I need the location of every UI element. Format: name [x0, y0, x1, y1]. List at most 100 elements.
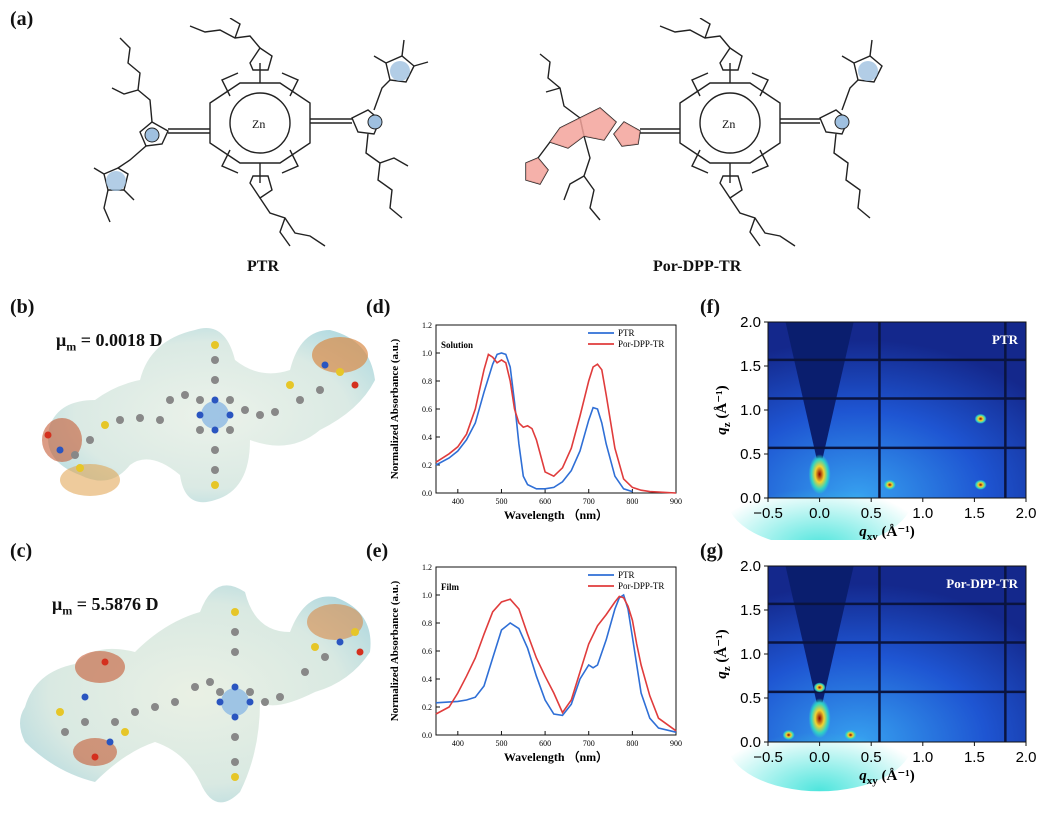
- y-tick-label: 0.8: [422, 619, 432, 628]
- y-axis-label: Normalized Absorbance (a.u.): [389, 338, 401, 479]
- series-line-ptr: [435, 593, 677, 733]
- y-tick-label: 0.2: [422, 461, 432, 470]
- series-line-por-dpp-tr: [435, 353, 677, 494]
- chart-annotation: Film: [441, 582, 459, 592]
- plot-frame: [435, 324, 677, 494]
- x-tick-label: 600: [539, 739, 551, 748]
- x-tick-label: −0.5: [753, 749, 783, 766]
- x-tick-label: 500: [495, 739, 507, 748]
- panel-label-b: (b): [10, 296, 35, 318]
- por-dpp-tr-structure-drawing: Zn: [525, 18, 883, 247]
- x-tick-label: 900: [670, 739, 682, 748]
- y-axis-label: Normalized Absorbance (a.u.): [389, 580, 401, 721]
- y-axis-label: qz (Å⁻¹): [714, 385, 733, 434]
- axis-label-unit: (Å⁻¹): [714, 385, 730, 422]
- y-tick-label: 0.2: [422, 703, 432, 712]
- x-tick-label: 2.0: [1016, 749, 1037, 766]
- y-tick-label: 0.4: [422, 433, 432, 442]
- y-tick-label: 0.0: [422, 731, 432, 740]
- x-tick-label: 500: [495, 497, 507, 506]
- dipole-value: = 5.5876 D: [76, 594, 159, 614]
- y-tick-label: 0.5: [740, 446, 761, 463]
- x-tick-label: 0.5: [861, 505, 882, 522]
- y-tick-label: 0.0: [422, 489, 432, 498]
- legend-label: PTR: [618, 328, 635, 338]
- panel-label-d: (d): [366, 296, 391, 318]
- y-tick-label: 2.0: [740, 558, 761, 575]
- specular-peak: [808, 454, 831, 495]
- x-tick-label: 0.5: [861, 749, 882, 766]
- diffraction-spot: [974, 413, 987, 424]
- absorbance-chart-solution: 400 500 600 700 800 900 0.0 0.2 0.4 0.6 0.8 1.0 1.2 P…: [389, 321, 682, 522]
- ptr-structure-drawing: Zn: [93, 18, 429, 247]
- axis-label-unit: (Å⁻¹): [878, 768, 915, 784]
- y-tick-label: 1.0: [422, 591, 432, 600]
- diffraction-spot: [844, 729, 857, 740]
- x-tick-label: 0.0: [809, 749, 830, 766]
- dipole-mu-subscript: m: [66, 339, 77, 354]
- x-tick-label: 700: [583, 739, 595, 748]
- x-tick-label: 700: [583, 497, 595, 506]
- y-tick-label: 1.5: [740, 602, 761, 619]
- axis-label-sub: xy: [867, 531, 879, 540]
- por-dpp-tr-name: Por-DPP-TR: [653, 258, 742, 275]
- specular-peak: [808, 698, 831, 739]
- x-tick-label: 900: [670, 497, 682, 506]
- y-tick-label: 0.5: [740, 690, 761, 707]
- x-tick-label: 800: [626, 497, 638, 506]
- y-tick-label: 1.0: [740, 646, 761, 663]
- y-tick-label: 1.2: [422, 321, 432, 330]
- x-tick-label: 2.0: [1016, 505, 1037, 522]
- panel-label-f: (f): [700, 296, 720, 318]
- x-axis-label: qxy (Å⁻¹): [859, 768, 915, 787]
- y-tick-label: 0.8: [422, 377, 432, 386]
- chart-annotation: Solution: [441, 340, 473, 350]
- esp-map-ptr: [42, 328, 375, 503]
- axis-label-sub: z: [721, 422, 733, 427]
- esp-map-por-dpp-tr: [20, 585, 371, 803]
- series-line-por-dpp-tr: [435, 595, 677, 732]
- axis-label-sub: xy: [867, 775, 879, 787]
- plot-frame: [435, 566, 677, 736]
- y-tick-label: 0.0: [740, 734, 761, 751]
- missing-wedge: [785, 322, 854, 459]
- legend-label: Por-DPP-TR: [618, 581, 664, 591]
- giwaxs-map-ptr: −0.5 0.0 0.5 1.0 1.5 2.00.00.51.01.52.0PTRqxy…: [714, 314, 1037, 540]
- axis-label-unit: (Å⁻¹): [878, 524, 915, 540]
- panel-label-a: (a): [10, 8, 34, 30]
- diffraction-spot: [883, 479, 896, 490]
- x-tick-label: 1.5: [964, 505, 985, 522]
- missing-wedge: [785, 566, 854, 703]
- axis-label-q: q: [859, 768, 867, 784]
- y-tick-label: 1.0: [740, 402, 761, 419]
- x-tick-label: 600: [539, 497, 551, 506]
- por-dpp-tr-zn-label: Zn: [722, 117, 735, 131]
- y-tick-label: 2.0: [740, 314, 761, 331]
- dipole-mu-symbol: μ: [52, 594, 63, 614]
- absorbance-chart-film: 400 500 600 700 800 900 0.0 0.2 0.4 0.6 0.8 1.0 1.2 P…: [389, 563, 682, 764]
- map-title: PTR: [992, 332, 1019, 347]
- map-title: Por-DPP-TR: [946, 576, 1018, 591]
- y-tick-label: 0.0: [740, 490, 761, 507]
- y-tick-label: 1.5: [740, 358, 761, 375]
- x-tick-label: 0.0: [809, 505, 830, 522]
- axis-label-sub: z: [721, 666, 733, 671]
- y-axis-label: qz (Å⁻¹): [714, 629, 733, 678]
- x-tick-label: 1.5: [964, 749, 985, 766]
- legend-label: PTR: [618, 570, 635, 580]
- y-tick-label: 1.2: [422, 563, 432, 572]
- panel-label-c: (c): [10, 540, 33, 562]
- x-tick-label: −0.5: [753, 505, 783, 522]
- dipole-mu-symbol: μ: [56, 330, 67, 350]
- dipole-mu-subscript: m: [62, 603, 73, 618]
- panel-label-g: (g): [700, 540, 724, 562]
- y-tick-label: 1.0: [422, 349, 432, 358]
- diffraction-spot: [782, 729, 795, 740]
- diffraction-spot: [974, 479, 987, 490]
- y-tick-label: 0.6: [422, 647, 432, 656]
- x-tick-label: 400: [452, 497, 464, 506]
- series-line-ptr: [435, 352, 633, 493]
- axis-label-unit: (Å⁻¹): [714, 629, 730, 666]
- x-axis-label: Wavelength （nm）: [504, 507, 608, 522]
- x-tick-label: 1.0: [912, 505, 933, 522]
